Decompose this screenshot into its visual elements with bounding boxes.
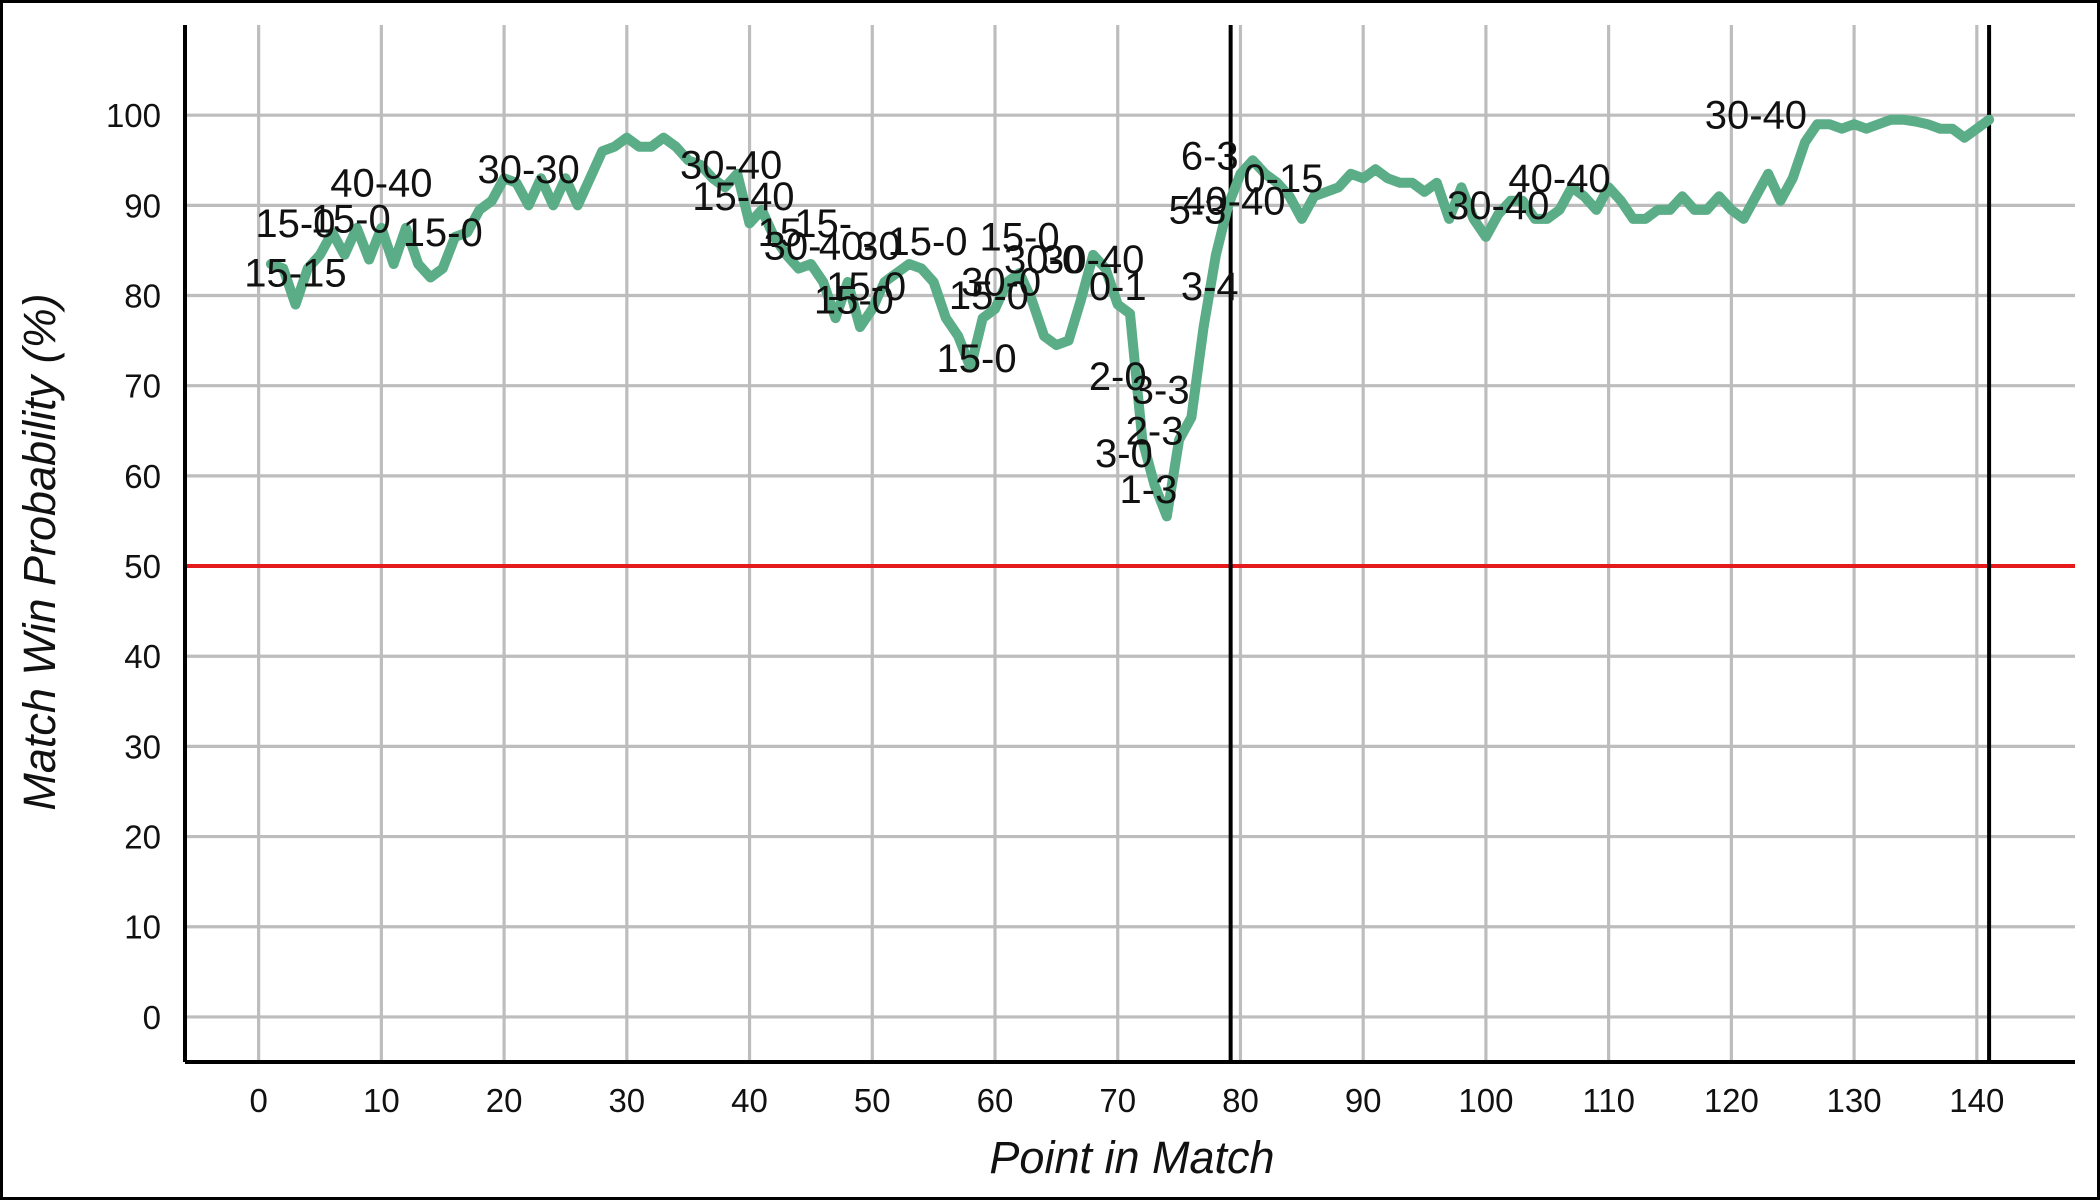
x-tick-label: 120 <box>1704 1082 1759 1119</box>
score-annotation: 15-0 <box>826 265 906 309</box>
x-tick-label: 110 <box>1582 1082 1635 1119</box>
x-tick-label: 100 <box>1458 1082 1513 1119</box>
score-annotation: 15-0 <box>814 279 894 323</box>
x-tick-label: 10 <box>363 1082 400 1119</box>
score-annotation: 15-0 <box>255 202 335 246</box>
grid <box>185 25 2075 1062</box>
score-annotation: 30-40 <box>1447 184 1549 228</box>
score-annotation: 15-0 <box>311 197 391 241</box>
score-annotation: 3-4 <box>1181 265 1239 309</box>
score-annotation: 0-1 <box>1089 265 1147 309</box>
score-annotation: 15-0 <box>403 211 483 255</box>
score-annotation: 15- <box>757 211 815 255</box>
score-annotation: 15- <box>794 202 852 246</box>
x-axis-title: Point in Match <box>989 1132 1274 1183</box>
x-tick-label: 20 <box>486 1082 523 1119</box>
score-annotation: 30-40 <box>1042 238 1144 282</box>
score-annotation: 40-40 <box>1508 157 1610 201</box>
score-annotation: 1-3 <box>1120 468 1178 512</box>
score-annotation: 15-0 <box>937 337 1017 381</box>
score-annotation: 5-3 <box>1169 188 1227 232</box>
score-annotation: 2-0 <box>1089 355 1147 399</box>
score-annotation: 30-0 <box>961 261 1041 305</box>
series-layer <box>265 114 1995 522</box>
score-annotation: 30-40 <box>1705 94 1807 138</box>
y-tick-label: 10 <box>124 909 161 946</box>
score-annotation: 30-40 <box>680 143 782 187</box>
x-tick-label: 50 <box>854 1082 891 1119</box>
score-annotation: 30 <box>856 224 901 268</box>
score-annotation: 30-0 <box>1004 238 1084 282</box>
score-annotation: 15-0 <box>980 215 1060 259</box>
x-tick-label: 80 <box>1222 1082 1259 1119</box>
y-axis-title: Match Win Probability (%) <box>14 293 65 810</box>
y-tick-label: 80 <box>124 278 161 315</box>
score-annotation: 40-40 <box>1183 179 1285 223</box>
score-annotation: 40- <box>819 224 877 268</box>
y-tick-label: 20 <box>124 819 161 856</box>
y-tick-label: 70 <box>124 368 161 405</box>
score-annotation: 15-40 <box>692 175 794 219</box>
x-tick-label: 140 <box>1949 1082 2004 1119</box>
x-tick-label: 40 <box>731 1082 768 1119</box>
score-annotation: 2-3 <box>1126 409 1184 453</box>
y-tick-label: 30 <box>124 728 161 765</box>
score-annotation: 40-40 <box>330 161 432 205</box>
score-annotation: 15-15 <box>244 252 346 296</box>
tick-labels: 0 10 20 30 40 50 60 70 80 90 100 110 120 130 140 0 10 20 3… <box>106 97 2004 1119</box>
y-tick-label: 100 <box>106 97 161 134</box>
y-tick-label: 40 <box>124 638 161 675</box>
score-annotation: 30- <box>764 224 822 268</box>
y-tick-label: 60 <box>124 458 161 495</box>
y-tick-label: 90 <box>124 187 161 224</box>
x-tick-label: 60 <box>977 1082 1014 1119</box>
score-annotation: 30-30 <box>477 148 579 192</box>
score-annotation: 15-0 <box>949 274 1029 318</box>
score-annotation: 3-3 <box>1132 369 1190 413</box>
score-annotation: 0-15 <box>1243 157 1323 201</box>
x-tick-label: 30 <box>608 1082 645 1119</box>
x-tick-label: 130 <box>1827 1082 1882 1119</box>
score-annotation: 6-3 <box>1181 134 1239 178</box>
win-probability-line <box>265 114 1995 522</box>
score-annotation: 3-0 <box>1095 432 1153 476</box>
y-tick-label: 0 <box>143 999 161 1036</box>
x-tick-label: 90 <box>1345 1082 1382 1119</box>
axes <box>183 25 2075 1064</box>
y-tick-label: 50 <box>124 548 161 585</box>
x-tick-label: 70 <box>1099 1082 1136 1119</box>
score-annotation: 15-0 <box>887 220 967 264</box>
x-tick-label: 0 <box>249 1082 267 1119</box>
